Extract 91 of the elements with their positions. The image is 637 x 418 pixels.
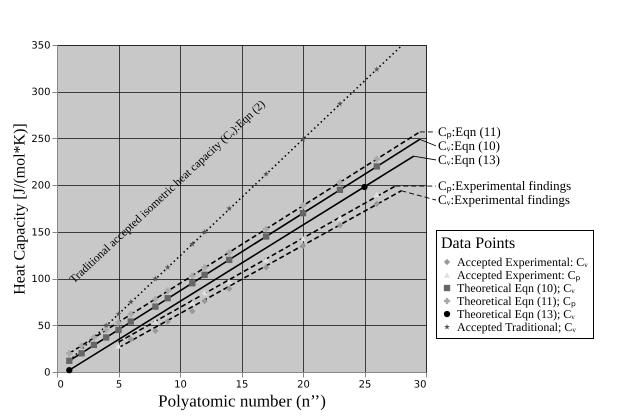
point <box>374 156 380 162</box>
point <box>262 226 270 232</box>
point <box>226 249 232 256</box>
point <box>164 318 171 325</box>
y-axis-title: Heat Capacity [J/(mol*K)] <box>11 123 28 295</box>
point <box>189 300 196 306</box>
point <box>336 100 343 106</box>
point <box>226 286 232 292</box>
point <box>201 290 208 296</box>
legend-title: Data Points <box>441 235 516 252</box>
legend-label: Accepted Experiment: Cₚ <box>457 268 581 282</box>
point <box>374 66 380 72</box>
point <box>152 318 159 324</box>
legend-label: Theoretical Eqn (10); Cᵥ <box>457 281 576 295</box>
point <box>201 272 208 278</box>
point <box>374 200 380 207</box>
point <box>226 256 232 264</box>
point <box>115 319 122 326</box>
point <box>90 334 98 341</box>
point <box>164 264 171 270</box>
legend-label: Accepted Traditional; Cᵥ <box>457 320 576 334</box>
point <box>115 326 122 334</box>
point <box>300 210 306 216</box>
point <box>78 350 85 356</box>
point <box>66 358 72 364</box>
y-tick-label: 300 <box>31 87 50 98</box>
legend-label: Theoretical Eqn (11); Cₚ <box>457 294 576 308</box>
point <box>128 310 134 318</box>
point <box>103 334 110 341</box>
point <box>66 366 72 374</box>
point <box>152 328 159 334</box>
point <box>164 288 171 294</box>
x-tick-label: 5 <box>116 380 122 390</box>
point <box>164 295 171 302</box>
point <box>189 272 196 279</box>
point <box>226 278 232 284</box>
point <box>78 342 85 349</box>
point <box>152 303 159 310</box>
y-tick-label: 0 <box>44 368 50 378</box>
legend-label: Theoretical Eqn (13); Cᵥ <box>457 307 576 321</box>
point <box>103 326 110 334</box>
legend-label: Cₚ:Experimental findings <box>438 178 572 194</box>
point <box>189 308 196 314</box>
point <box>336 222 344 228</box>
point <box>336 179 344 186</box>
point <box>103 322 110 328</box>
y-tick-label: 150 <box>31 227 50 238</box>
x-tick-label: 25 <box>358 380 372 390</box>
point <box>201 298 208 304</box>
y-tick-label: 100 <box>31 274 50 286</box>
point <box>262 233 270 240</box>
point <box>115 343 122 349</box>
point <box>90 342 98 348</box>
y-tick-label: 250 <box>31 134 50 145</box>
legend-label: Cᵥ:Eqn (13) <box>438 152 500 167</box>
point <box>374 192 380 198</box>
x-axis-title: Polyatomic number (n’’) <box>158 392 326 410</box>
point <box>361 184 368 190</box>
x-tick-label: 30 <box>414 380 426 390</box>
y-tick-label: 350 <box>31 40 50 52</box>
legend-label: Accepted Experimental: Cᵥ <box>457 255 588 269</box>
point <box>336 186 344 193</box>
point <box>189 280 196 286</box>
point <box>300 136 306 142</box>
point <box>201 264 208 271</box>
point <box>263 170 270 176</box>
x-tick-label: 0 <box>58 380 64 390</box>
point <box>336 215 344 221</box>
y-tick-label: 200 <box>31 180 50 192</box>
point <box>66 350 72 356</box>
point <box>128 336 134 342</box>
point <box>262 264 270 271</box>
point <box>189 240 196 247</box>
legend-label: Cᵥ:Experimental findings <box>438 192 570 208</box>
point <box>202 228 208 234</box>
point <box>128 318 134 325</box>
point <box>115 310 122 317</box>
x-tick-label: 15 <box>236 380 248 390</box>
legend-label: Cₚ:Eqn (11) <box>438 124 501 140</box>
point <box>374 163 380 170</box>
point <box>152 275 158 282</box>
point <box>300 242 306 250</box>
point <box>226 205 232 212</box>
y-tick-label: 50 <box>38 320 50 332</box>
point <box>300 236 306 242</box>
point <box>262 257 270 263</box>
point <box>300 202 306 209</box>
point <box>128 298 134 304</box>
point <box>152 296 159 302</box>
x-tick-label: 10 <box>174 380 187 390</box>
x-tick-label: 20 <box>297 380 310 390</box>
